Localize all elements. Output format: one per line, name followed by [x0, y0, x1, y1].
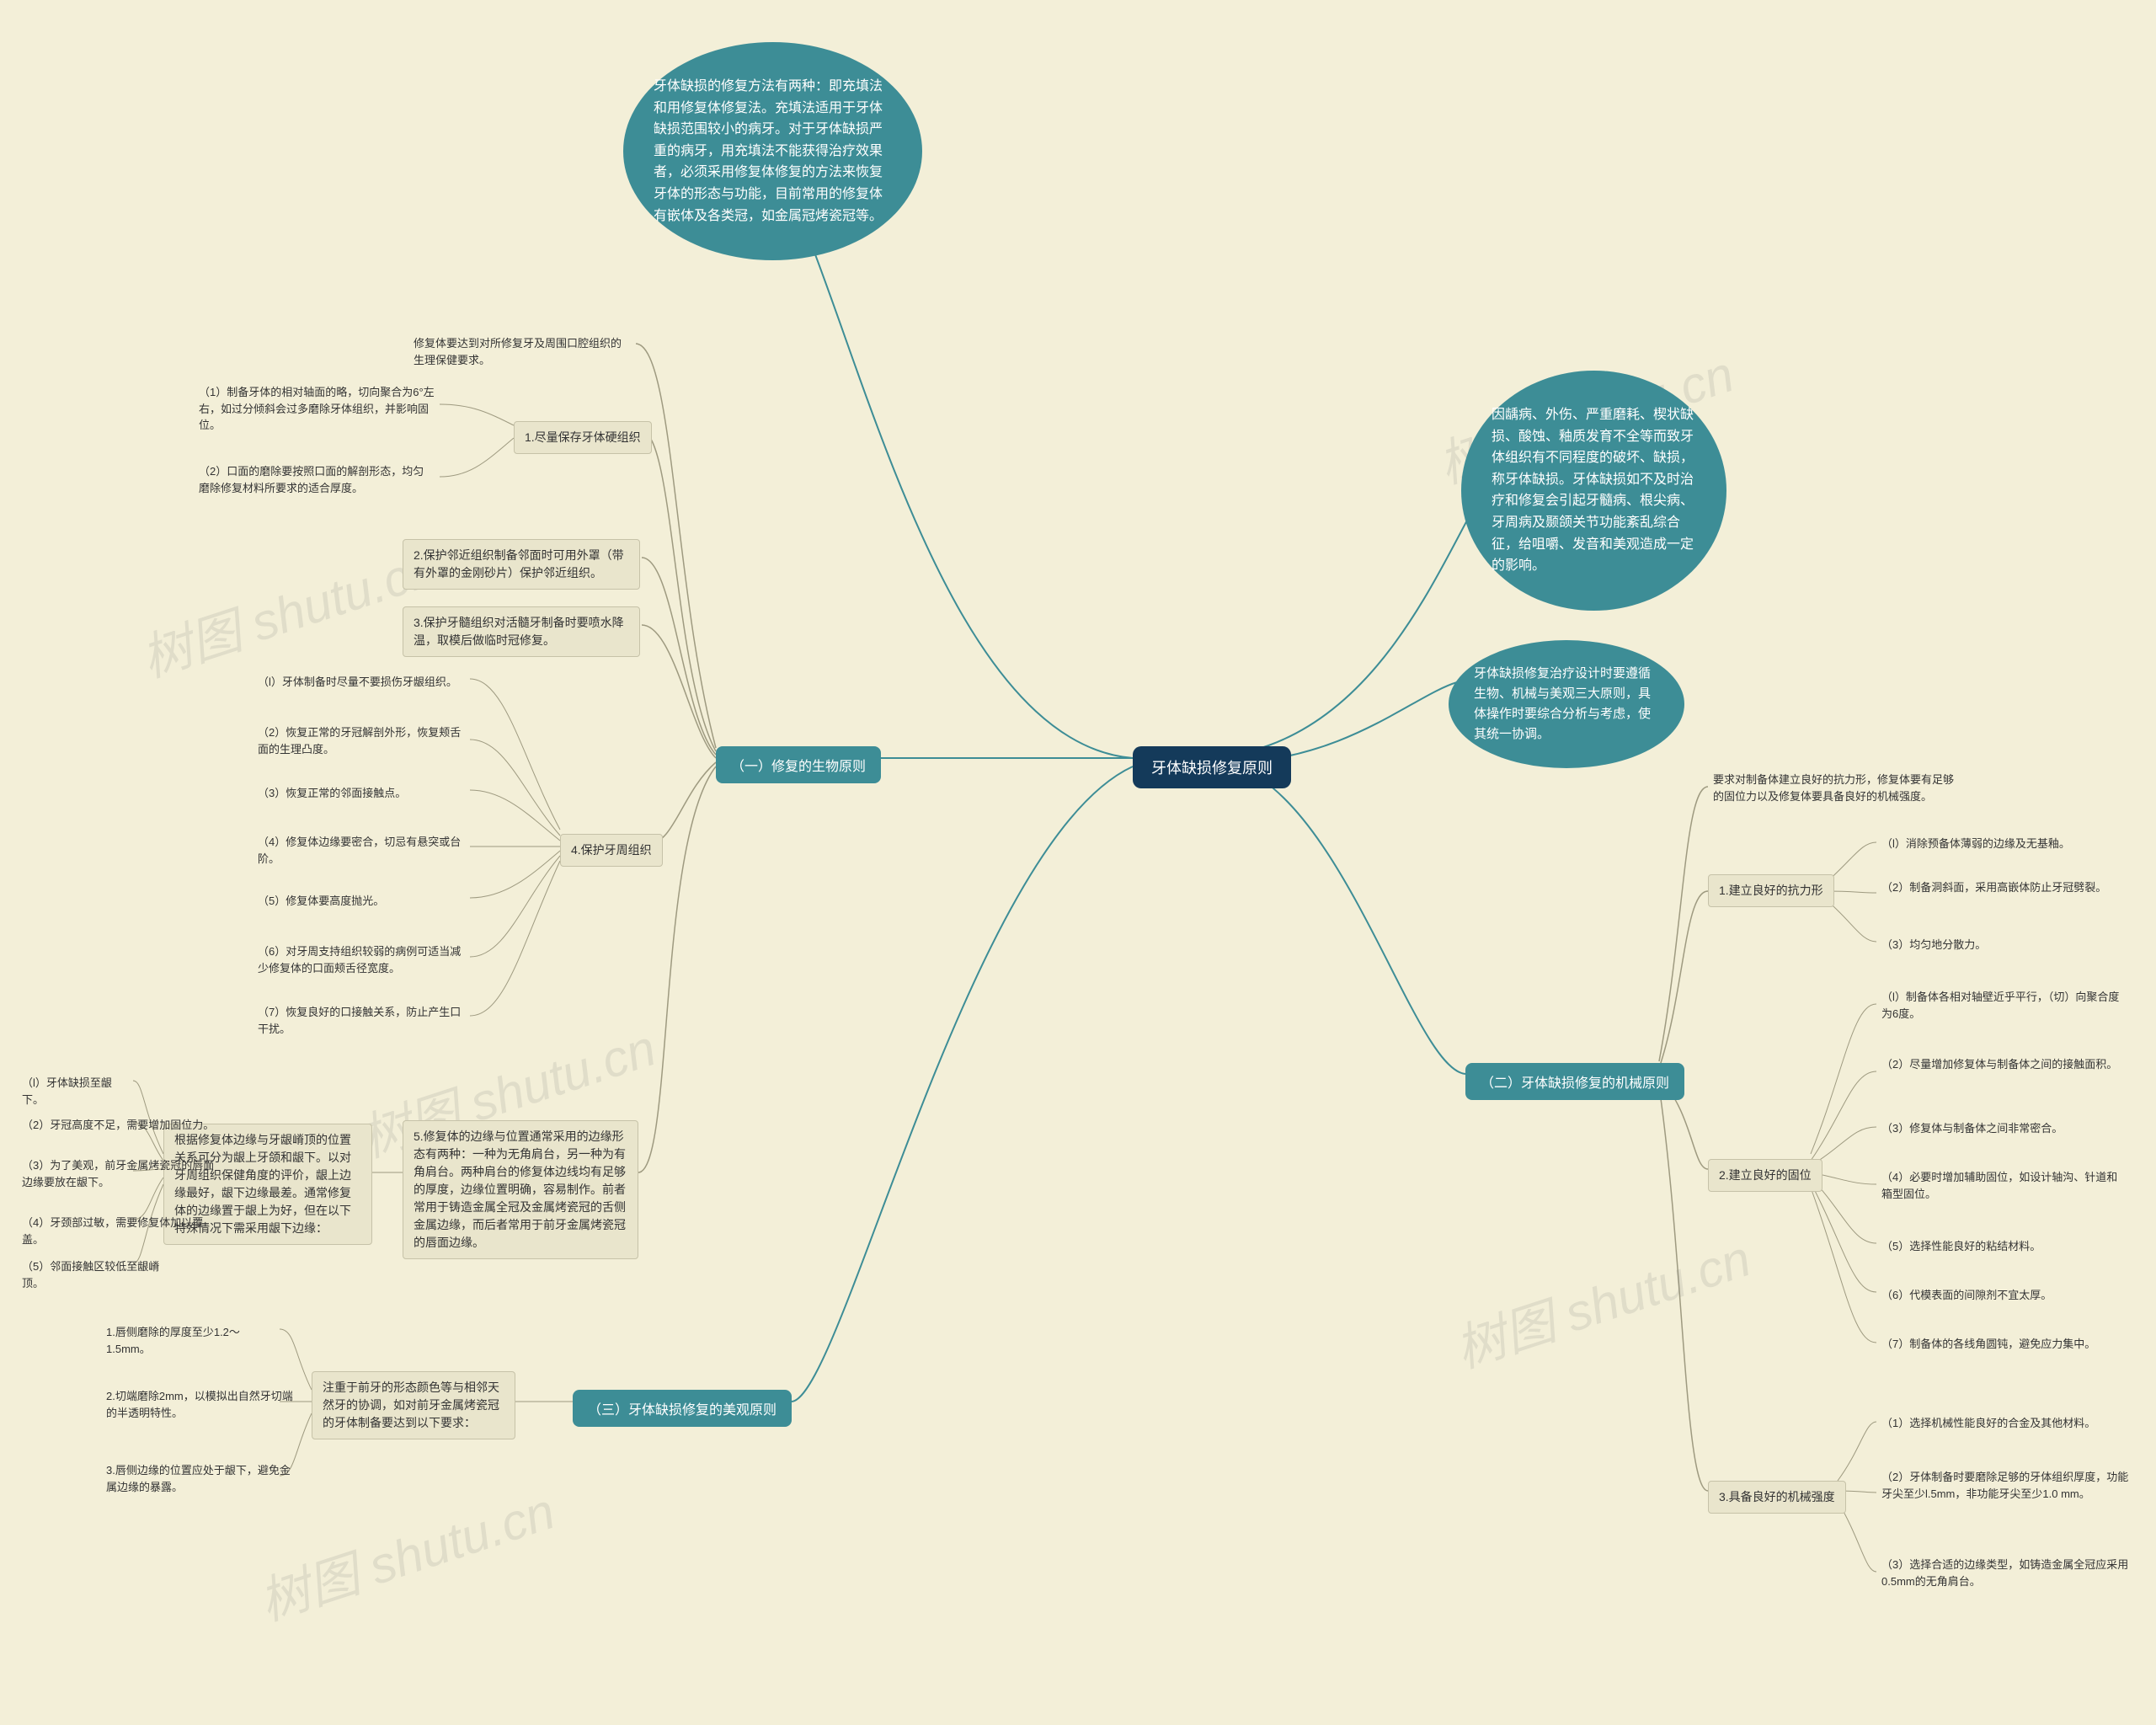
- b2-s1[interactable]: 1.建立良好的抗力形: [1708, 874, 1834, 907]
- branch3[interactable]: （三）牙体缺损修复的美观原则: [573, 1390, 792, 1427]
- b1-s4-f: （6）对牙周支持组织较弱的病例可适当减少修复体的口面颊舌径宽度。: [253, 940, 470, 980]
- b1-s4-c: （3）恢复正常的邻面接触点。: [253, 782, 470, 805]
- center-node[interactable]: 牙体缺损修复原则: [1133, 746, 1291, 788]
- b2-s1-b: （2）制备洞斜面，采用高嵌体防止牙冠劈裂。: [1876, 876, 2129, 900]
- b2-s2-e: （5）选择性能良好的粘结材料。: [1876, 1235, 2095, 1258]
- b2-s2-a: （l）制备体各相对轴壁近乎平行，（切）向聚合度为6度。: [1876, 985, 2129, 1025]
- b2-s2-d: （4）必要时增加辅助固位，如设计轴沟、针道和箱型固位。: [1876, 1166, 2129, 1205]
- b2-s2-b: （2）尽量增加修复体与制备体之间的接触面积。: [1876, 1053, 2129, 1076]
- b1-s5-e: （5）邻面接触区较低至龈嵴顶。: [17, 1255, 185, 1295]
- b2-s1-a: （l）消除预备体薄弱的边缘及无基釉。: [1876, 832, 2095, 856]
- b2-s2-c: （3）修复体与制备体之间非常密合。: [1876, 1117, 2095, 1140]
- b2-s3[interactable]: 3.具备良好的机械强度: [1708, 1481, 1846, 1514]
- b1-s4-d: （4）修复体边缘要密合，切忌有悬突或台阶。: [253, 830, 470, 870]
- b3-c: 3.唇侧边缘的位置应处于龈下，避免金属边缘的暴露。: [101, 1459, 305, 1498]
- bubble-right2[interactable]: 牙体缺损修复治疗设计时要遵循生物、机械与美观三大原则，具体操作时要综合分析与考虑…: [1449, 640, 1684, 768]
- b1-s5-d: （4）牙颈部过敏，需要修复体加以覆盖。: [17, 1211, 221, 1251]
- b3-intro[interactable]: 注重于前牙的形态颜色等与相邻天然牙的协调，如对前牙金属烤瓷冠的牙体制备要达到以下…: [312, 1371, 515, 1439]
- b2-s3-c: （3）选择合适的边缘类型，如铸造金属全冠应采用0.5mm的无角肩台。: [1876, 1553, 2137, 1593]
- b1-s4-e: （5）修复体要高度抛光。: [253, 889, 470, 913]
- b2-s2-f: （6）代模表面的间隙剂不宜太厚。: [1876, 1284, 2095, 1307]
- watermark: 树图 shutu.cn: [1444, 1218, 1758, 1382]
- bubble-right1[interactable]: 因龋病、外伤、严重磨耗、楔状缺损、酸蚀、釉质发育不全等而致牙体组织有不同程度的破…: [1461, 371, 1726, 611]
- b1-s0: 修复体要达到对所修复牙及周围口腔组织的生理保健要求。: [408, 332, 636, 371]
- b1-s4-a: （l）牙体制备时尽量不要损伤牙龈组织。: [253, 670, 470, 694]
- bubble-top[interactable]: 牙体缺损的修复方法有两种：即充填法和用修复体修复法。充填法适用于牙体缺损范围较小…: [623, 42, 922, 260]
- b2-s1-c: （3）均匀地分散力。: [1876, 933, 2045, 957]
- b2-s2[interactable]: 2.建立良好的固位: [1708, 1159, 1822, 1192]
- b1-s4[interactable]: 4.保护牙周组织: [560, 834, 663, 867]
- b1-s2[interactable]: 2.保护邻近组织制备邻面时可用外罩（带有外罩的金刚砂片）保护邻近组织。: [403, 539, 640, 590]
- branch1[interactable]: （一）修复的生物原则: [716, 746, 881, 783]
- b1-s4-g: （7）恢复良好的口接触关系，防止产生口干扰。: [253, 1001, 470, 1040]
- b2-s3-b: （2）牙体制备时要磨除足够的牙体组织厚度，功能牙尖至少l.5mm，非功能牙尖至少…: [1876, 1466, 2137, 1505]
- b3-a: 1.唇侧磨除的厚度至少1.2～1.5mm。: [101, 1321, 280, 1360]
- b1-s5-b: （2）牙冠高度不足，需要增加固位力。: [17, 1114, 221, 1137]
- b1-s1-b: （2）口面的磨除要按照口面的解剖形态，均匀磨除修复材料所要求的适合厚度。: [194, 460, 440, 499]
- b1-s1-a: （1）制备牙体的相对轴面的略，切向聚合为6°左右，如过分倾斜会过多磨除牙体组织，…: [194, 381, 440, 437]
- b1-s1[interactable]: 1.尽量保存牙体硬组织: [514, 421, 652, 454]
- b2-s0: 要求对制备体建立良好的抗力形，修复体要有足够的固位力以及修复体要具备良好的机械强…: [1708, 768, 1969, 808]
- b1-s5-c: （3）为了美观，前牙金属烤瓷冠的唇面边缘要放在龈下。: [17, 1154, 221, 1194]
- b1-s3[interactable]: 3.保护牙髓组织对活髓牙制备时要喷水降温，取模后做临时冠修复。: [403, 606, 640, 657]
- b3-b: 2.切端磨除2mm，以模拟出自然牙切端的半透明特性。: [101, 1385, 305, 1424]
- watermark: 树图 shutu.cn: [131, 527, 445, 692]
- b1-s5-a: （l）牙体缺损至龈下。: [17, 1071, 135, 1111]
- branch2[interactable]: （二）牙体缺损修复的机械原则: [1465, 1063, 1684, 1100]
- b1-s4-b: （2）恢复正常的牙冠解剖外形，恢复颊舌面的生理凸度。: [253, 721, 470, 761]
- b1-s5[interactable]: 5.修复体的边缘与位置通常采用的边缘形态有两种：一种为无角肩台，另一种为有角肩台…: [403, 1120, 638, 1259]
- b2-s2-g: （7）制备体的各线角圆钝，避免应力集中。: [1876, 1332, 2129, 1356]
- b2-s3-a: （1）选择机械性能良好的合金及其他材料。: [1876, 1412, 2129, 1435]
